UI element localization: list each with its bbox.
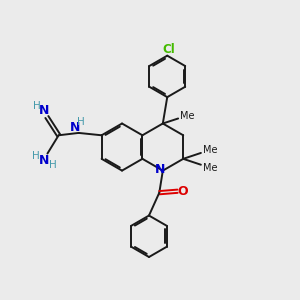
Text: N: N — [39, 154, 50, 166]
Text: H: H — [33, 101, 41, 111]
Text: N: N — [39, 104, 49, 117]
Text: N: N — [70, 121, 80, 134]
Text: H: H — [49, 160, 57, 170]
Text: O: O — [178, 185, 188, 198]
Text: H: H — [32, 152, 40, 161]
Text: Me: Me — [203, 163, 218, 173]
Text: Me: Me — [180, 110, 195, 121]
Text: Me: Me — [203, 145, 218, 155]
Text: Cl: Cl — [162, 43, 175, 56]
Text: H: H — [77, 117, 85, 127]
Text: N: N — [155, 163, 165, 176]
